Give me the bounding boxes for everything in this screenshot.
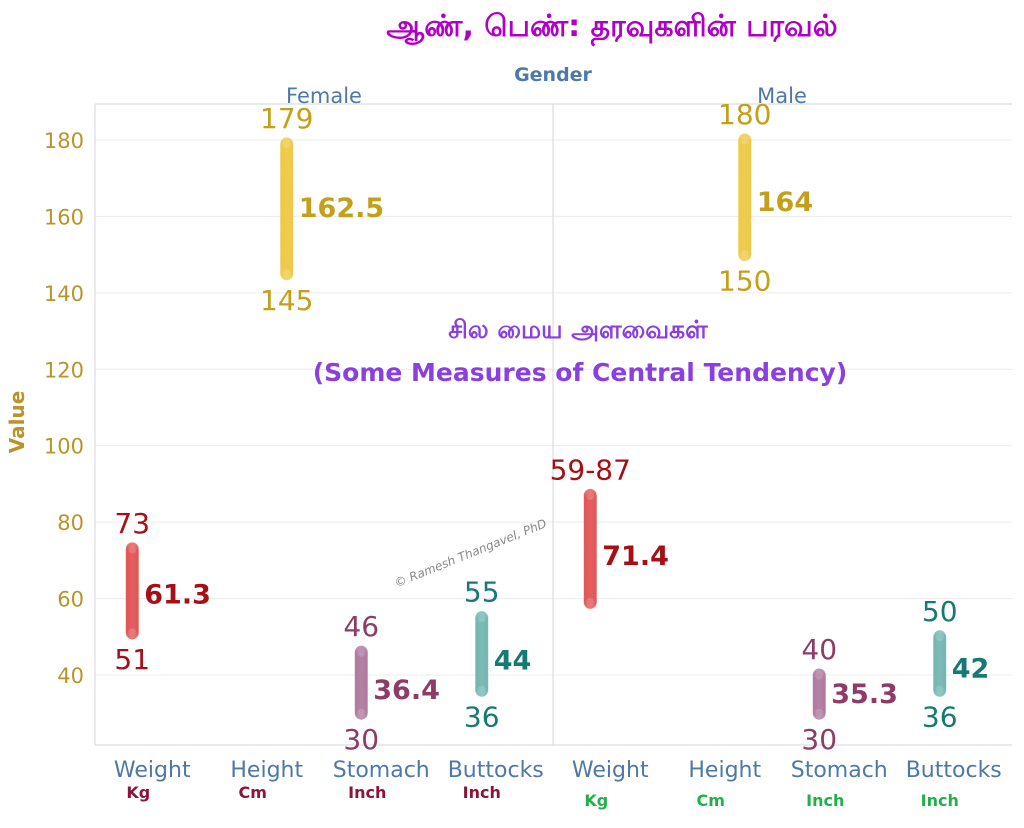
max-label: 59-87 — [550, 453, 631, 486]
panel-frame — [94, 103, 1012, 746]
min-label: 30 — [801, 723, 837, 756]
data-point — [738, 133, 752, 147]
min-label: 51 — [114, 643, 150, 676]
unit-label: Kg — [584, 791, 608, 810]
min-label: 30 — [343, 723, 379, 756]
unit-label: Inch — [921, 791, 959, 810]
x-tick-label: Weight — [572, 758, 649, 783]
unit-label: Kg — [126, 783, 150, 802]
data-point — [354, 645, 368, 659]
subtitle-tamil: சில மைய அளவைகள் — [448, 315, 708, 344]
max-label: 180 — [718, 98, 771, 131]
min-label: 36 — [464, 700, 500, 733]
y-tick-label: 160 — [44, 205, 84, 229]
y-tick-label: 120 — [44, 358, 84, 382]
max-label: 73 — [114, 507, 150, 540]
series-weight: 73 51 61.3 — [114, 507, 210, 676]
data-point — [280, 137, 294, 151]
series-height: 179 145 162.5 — [260, 102, 384, 317]
mean-label: 35.3 — [831, 679, 898, 710]
y-axis-label: Value — [5, 391, 29, 454]
mean-label: 162.5 — [299, 193, 384, 224]
max-label: 50 — [922, 595, 958, 628]
x-tick-label: Stomach — [333, 758, 430, 783]
series-height: 180 150 164 — [718, 98, 813, 298]
panel-header: Male — [757, 84, 807, 108]
y-axis-ticks: 40 60 80 100 120 140 160 180 — [44, 129, 84, 688]
panel-male: Male Weight Kg Height Cm Stomach Inch Buttocks I… — [550, 84, 1002, 810]
max-label: 46 — [343, 610, 379, 643]
mean-label: 42 — [952, 653, 990, 684]
min-label: 150 — [718, 265, 771, 298]
unit-label: Inch — [463, 783, 501, 802]
y-tick-label: 40 — [57, 664, 84, 688]
min-label: 36 — [922, 700, 958, 733]
min-label: 145 — [260, 284, 313, 317]
series-stomach: 46 30 36.4 — [343, 610, 439, 756]
series-buttocks: 50 36 42 — [922, 595, 989, 734]
y-tick-label: 180 — [44, 129, 84, 153]
data-point — [933, 630, 947, 644]
gender-header-label: Gender — [514, 64, 592, 86]
subtitle-english: (Some Measures of Central Tendency) — [313, 358, 848, 387]
x-tick-label: Weight — [114, 758, 191, 783]
chart-title: ஆண், பெண்: தரவுகளின் பரவல் — [386, 9, 837, 47]
mean-label: 164 — [757, 187, 813, 218]
y-tick-label: 80 — [57, 511, 84, 535]
mean-label: 44 — [494, 646, 532, 677]
panels: FemaleWeightKgHeightCmStomachInchButtock… — [114, 84, 1002, 810]
data-point — [475, 611, 489, 625]
unit-label: Inch — [348, 783, 386, 802]
x-tick-label: Height — [230, 758, 303, 783]
data-point — [125, 542, 139, 556]
max-label: 179 — [260, 102, 313, 135]
x-tick-label: Stomach — [791, 758, 888, 783]
unit-label: Cm — [239, 783, 267, 802]
data-point — [812, 668, 826, 682]
max-label: 55 — [464, 576, 500, 609]
mean-label: 36.4 — [373, 675, 440, 706]
unit-label: Cm — [697, 791, 725, 810]
y-tick-label: 100 — [44, 435, 84, 459]
mean-label: 61.3 — [144, 580, 211, 611]
series-stomach: 40 30 35.3 — [801, 633, 897, 756]
max-label: 40 — [801, 633, 837, 666]
y-tick-label: 60 — [57, 588, 84, 612]
panel-female: FemaleWeightKgHeightCmStomachInchButtock… — [114, 84, 544, 802]
mean-label: 71.4 — [602, 541, 669, 572]
data-point — [583, 488, 597, 502]
series-buttocks: 55 36 44 — [464, 576, 531, 734]
x-tick-label: Height — [688, 758, 761, 783]
series-weight: 59-87 71.4 — [550, 453, 669, 609]
x-tick-label: Buttocks — [906, 758, 1002, 783]
unit-label: Inch — [806, 791, 844, 810]
y-tick-label: 140 — [44, 282, 84, 306]
x-tick-label: Buttocks — [448, 758, 544, 783]
panel-header: Female — [286, 84, 362, 108]
